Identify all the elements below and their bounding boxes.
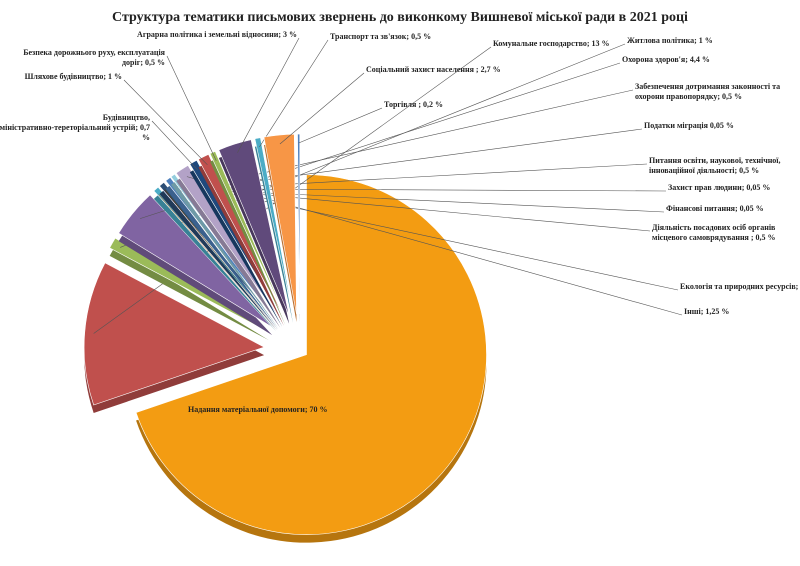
slice-label: Житлова політика; 1 % — [627, 36, 713, 45]
slice-label: Податки міграція 0,05 % — [644, 121, 734, 130]
pie-slice-depth — [198, 162, 284, 326]
leader-line — [166, 55, 217, 161]
slice-label: Безпека дорожнього руху, експлуатація дор… — [23, 48, 165, 67]
chart-title: Структура тематики письмових звернень до… — [112, 10, 688, 25]
slice-label: Захист прав людини; 0,05 % — [668, 183, 770, 192]
pie-slice-depth — [171, 182, 279, 329]
slice-label: Охорона здоров'я; 4,4 % — [622, 55, 710, 64]
pie-slice-depth — [254, 145, 293, 323]
leader-line — [237, 37, 300, 153]
slice-label: Аграрна політика і земельні відносини; 3… — [137, 30, 297, 39]
pie-slice-depth — [165, 185, 278, 330]
slice-label: Шляхове будівництво; 1 % — [25, 72, 122, 81]
pie-slice — [118, 194, 273, 328]
pie-slice — [218, 139, 290, 316]
leader-line — [123, 79, 208, 166]
slice-label: Питання освіти, наукової, технічної, інно… — [649, 156, 781, 175]
pie-slice-depth — [176, 173, 281, 328]
pie-slice — [135, 174, 487, 535]
slice-label: Забезпечення дотримання законності та охо… — [635, 82, 780, 101]
pie-slice-depth — [158, 194, 277, 331]
pie-slice-depth — [164, 189, 278, 330]
slice-label: Інші; 1,25 % — [684, 307, 729, 316]
pie-slice-depth — [189, 168, 283, 327]
slice-label: Екологія та природних ресурсів; 0,4 % — [680, 282, 800, 291]
slice-label: Соціальний захист населення ; 2,7 % — [366, 65, 501, 74]
leader-line — [151, 120, 198, 171]
slice-label: Фінансові питання; 0,05 % — [666, 204, 764, 213]
leader-line — [279, 72, 365, 145]
pie-slice-depth — [153, 195, 276, 332]
slice-label: Діяльність посадових осіб органів місцево… — [652, 223, 776, 242]
pie-slice — [263, 133, 297, 315]
slice-label: Торгівля ; 0,2 % — [384, 100, 443, 109]
slice-label: Транспорт та зв'язок; 0,5 % — [330, 32, 431, 41]
pie-slice-depth — [164, 189, 278, 330]
pie-slice — [254, 137, 294, 315]
slice-label: Будівництво, адміністративно-тереторіальн… — [0, 113, 150, 142]
pie-slice-depth — [109, 246, 269, 341]
leader-line — [259, 39, 329, 148]
pie-slice — [198, 153, 285, 318]
slice-label: Надання матеріальної допомоги; 70 % — [188, 405, 328, 414]
pie-slice — [175, 164, 281, 321]
pie-slice-depth — [159, 190, 277, 331]
slice-label: Комунальне господарство; 13 % — [493, 39, 610, 48]
leader-line — [298, 107, 383, 144]
pie-slice-depth — [210, 159, 286, 326]
pie-slice — [297, 133, 301, 315]
pie-slice — [83, 262, 265, 406]
